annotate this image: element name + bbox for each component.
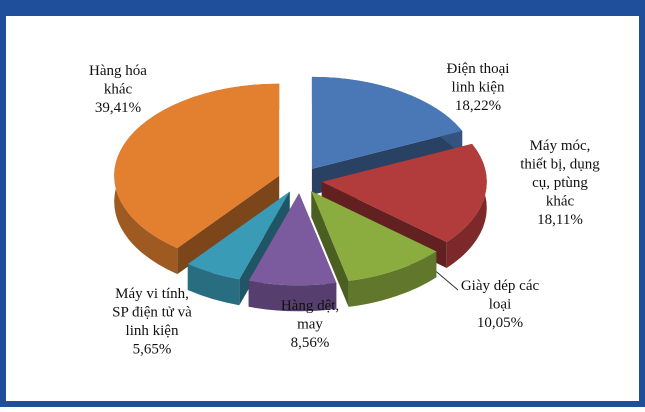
value-label: 18,22%	[455, 98, 501, 114]
slice-side	[187, 264, 240, 306]
slice-side	[248, 280, 337, 312]
slice	[187, 191, 290, 280]
value-label: 10,05%	[477, 315, 523, 331]
slice-label: Máy vi tính, SP điện tử và linh kiện	[112, 286, 192, 339]
value-label: 5,65%	[133, 342, 172, 358]
slice-label: Điện thoại linh kiện	[447, 61, 510, 96]
slice-wall	[177, 175, 280, 275]
slice-label: Hàng hóa khác	[89, 63, 147, 98]
slice-label: Máy móc, thiết bị, dụng cụ, ptùng khác	[520, 138, 600, 210]
leader-line	[431, 267, 459, 291]
slice	[114, 83, 280, 249]
slice	[248, 193, 337, 286]
slice-label: Hàng dệt, may	[281, 298, 339, 333]
value-label: 8,56%	[291, 335, 330, 351]
slice	[311, 76, 463, 169]
slice	[311, 191, 437, 281]
value-label: 39,41%	[95, 100, 141, 116]
slice-side	[348, 251, 437, 307]
value-label: 18,11%	[537, 212, 583, 228]
slice	[321, 143, 487, 242]
slice-label: Giày dép các loại	[461, 278, 540, 313]
slice-wall	[311, 191, 349, 307]
